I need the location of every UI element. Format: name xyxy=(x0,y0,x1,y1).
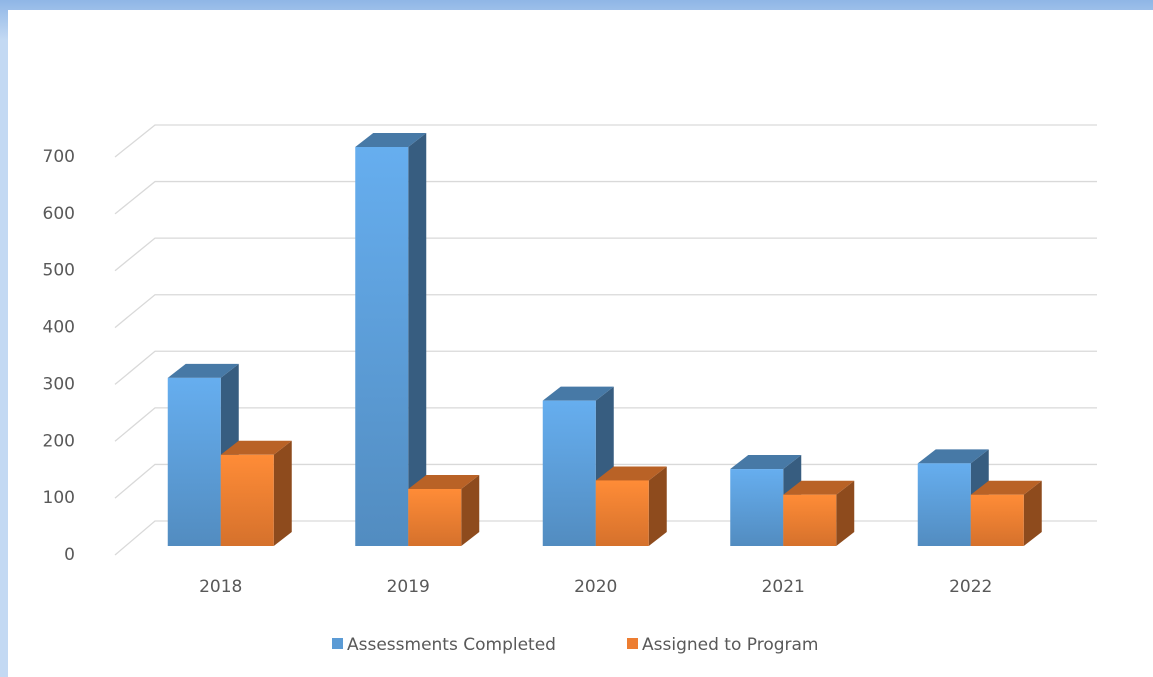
bar xyxy=(355,133,427,546)
y-tick-label: 100 xyxy=(43,488,75,508)
y-tick-label: 700 xyxy=(43,147,75,167)
bar-top xyxy=(730,455,802,470)
bar-side xyxy=(273,440,292,546)
y-tick-label: 600 xyxy=(43,204,75,224)
bar-front xyxy=(355,147,409,546)
bar-front xyxy=(917,463,971,546)
bar-front xyxy=(783,494,837,546)
legend-label: Assessments Completed xyxy=(347,635,556,655)
bar-top xyxy=(542,386,614,401)
y-tick-label: 300 xyxy=(43,374,75,394)
x-tick-label: 2020 xyxy=(574,577,617,597)
bar-side xyxy=(408,133,427,546)
x-tick-label: 2019 xyxy=(387,577,430,597)
bar-side xyxy=(1023,480,1042,546)
bar-side xyxy=(836,480,855,546)
bar-top xyxy=(783,480,855,495)
bar xyxy=(220,440,292,546)
bar xyxy=(408,475,480,546)
grid-line xyxy=(114,124,1097,158)
bar-top xyxy=(595,466,667,481)
bar-top xyxy=(970,480,1042,495)
grid-line xyxy=(114,407,1097,442)
bar-top xyxy=(355,133,427,147)
bar-front xyxy=(542,400,596,546)
grid-line xyxy=(114,294,1097,329)
bar xyxy=(970,480,1042,546)
y-tick-label: 500 xyxy=(43,261,75,281)
bar-top xyxy=(220,440,292,455)
bar-top xyxy=(167,363,239,378)
x-tick-label: 2022 xyxy=(949,577,992,597)
x-tick-label: 2021 xyxy=(762,577,805,597)
bar-top xyxy=(917,449,989,464)
bar-front xyxy=(408,489,462,546)
bar-front xyxy=(167,377,221,546)
bar-front xyxy=(970,494,1024,546)
bar-side xyxy=(648,466,667,546)
legend-label: Assigned to Program xyxy=(642,635,818,655)
chart-area xyxy=(8,10,1153,677)
x-tick-label: 2018 xyxy=(199,577,242,597)
legend-swatch xyxy=(627,638,638,649)
bar-front xyxy=(595,480,649,546)
grid-line xyxy=(114,180,1097,215)
grid-line xyxy=(114,350,1097,385)
bar-side xyxy=(461,475,480,546)
bar xyxy=(783,480,855,546)
grid-line xyxy=(114,237,1097,272)
y-tick-label: 200 xyxy=(43,431,75,451)
y-tick-label: 0 xyxy=(64,545,75,565)
bar-front xyxy=(730,469,784,546)
bar xyxy=(595,466,667,546)
y-tick-label: 400 xyxy=(43,318,75,338)
bar-front xyxy=(220,454,274,546)
bar-top xyxy=(408,475,480,489)
legend-swatch xyxy=(332,638,343,649)
